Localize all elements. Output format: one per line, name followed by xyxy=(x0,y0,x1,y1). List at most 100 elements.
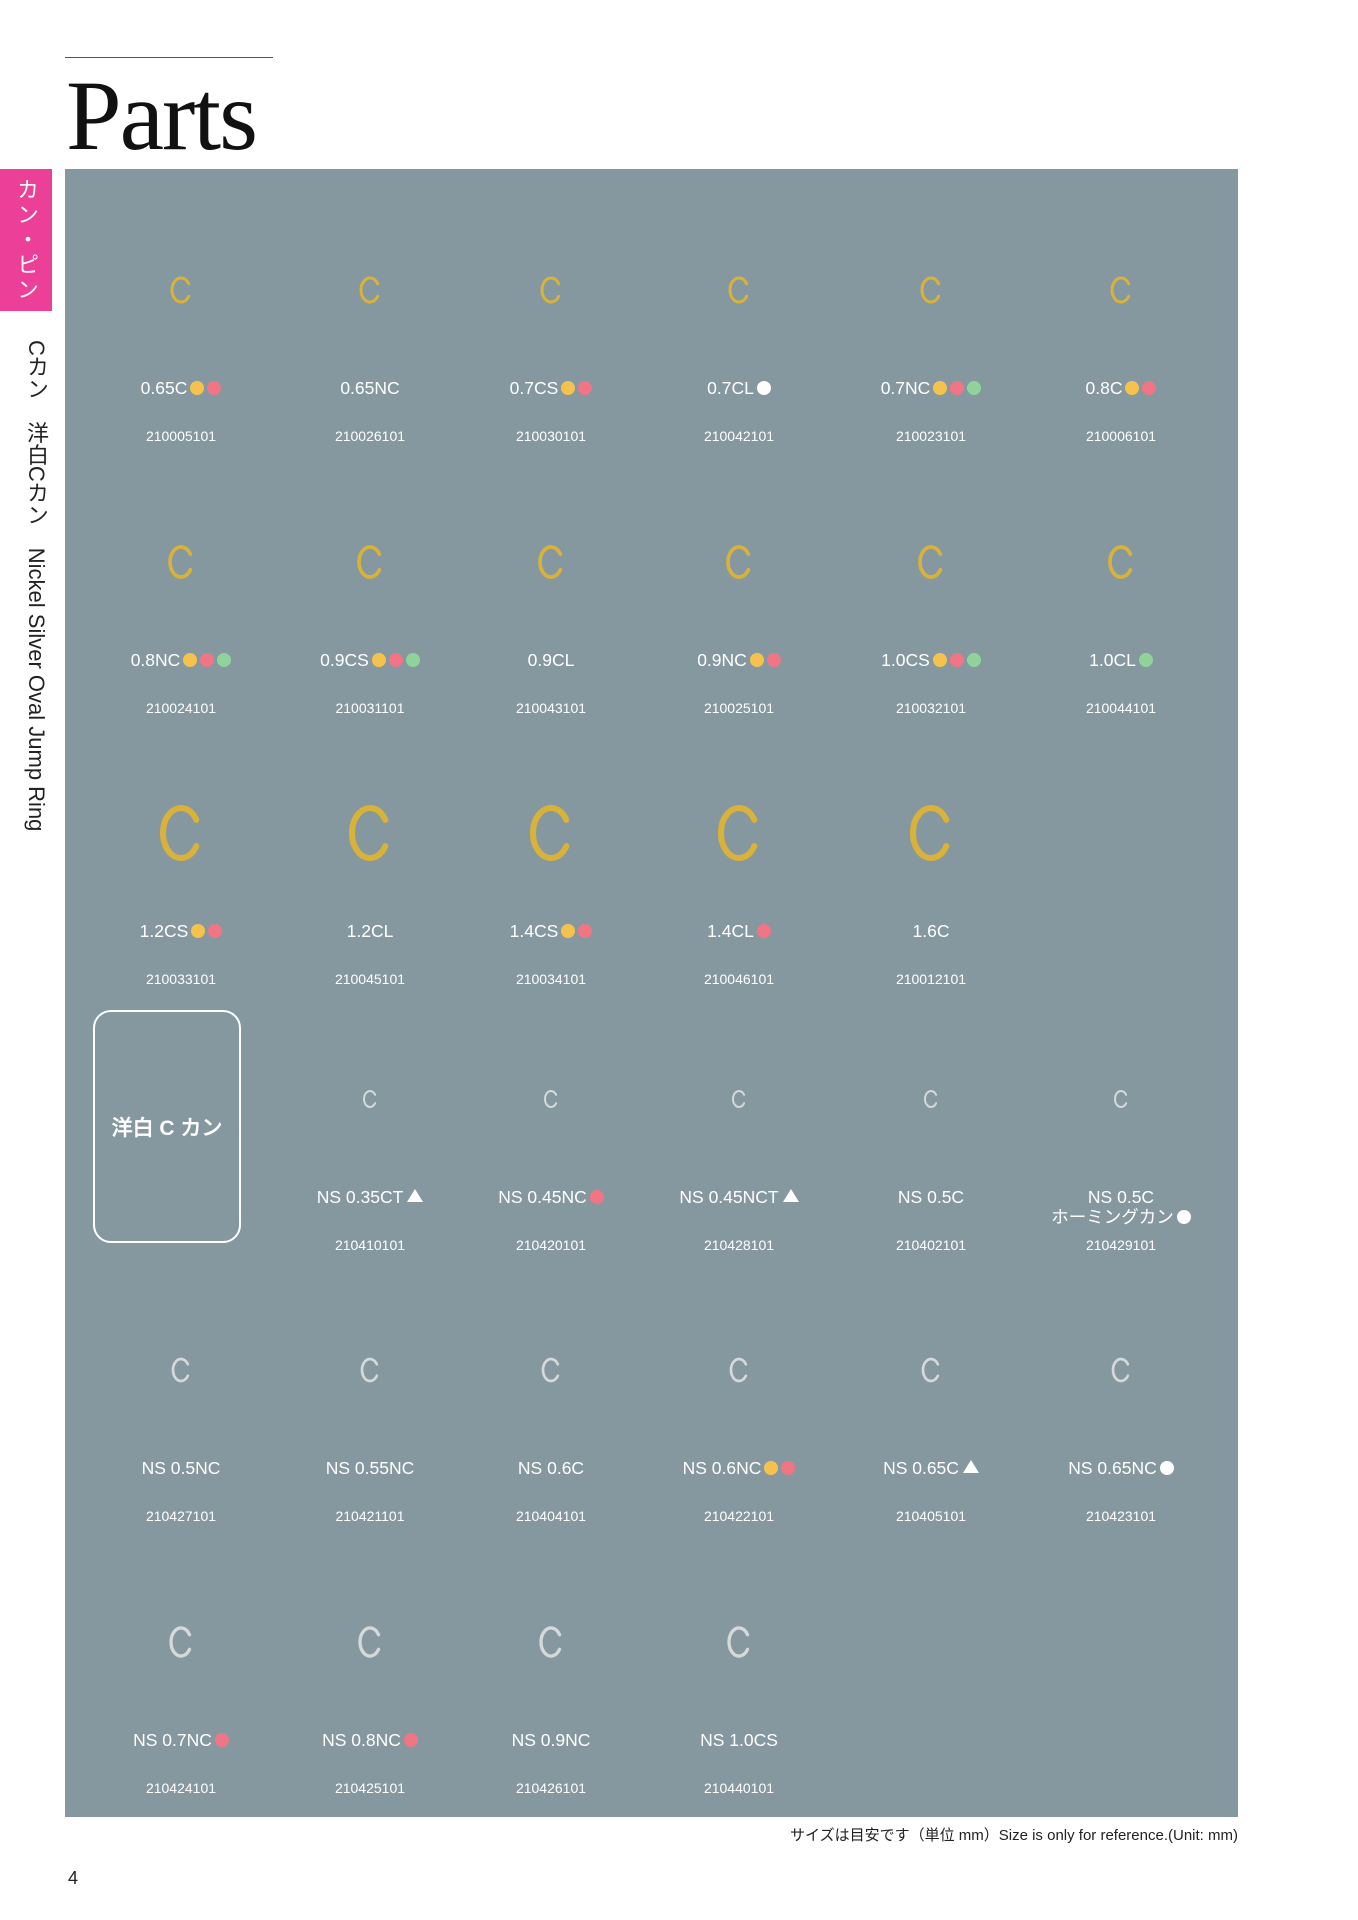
title-rule xyxy=(65,57,273,58)
ring-icon xyxy=(544,1090,558,1108)
page-number: 4 xyxy=(68,1868,79,1888)
item-label: NS 0.9NC xyxy=(456,1730,646,1750)
ring-icon xyxy=(359,276,380,304)
item-label: 0.9CS xyxy=(275,650,465,670)
item-code: 210024101 xyxy=(145,700,217,716)
item-code: 210404101 xyxy=(515,1508,587,1524)
item-code: 210429101 xyxy=(1085,1237,1157,1253)
item-name: 1.2CL xyxy=(346,921,394,941)
item-label: 1.2CS xyxy=(86,921,276,941)
ring-icon xyxy=(1111,1357,1130,1383)
item-code: 210033101 xyxy=(145,971,217,987)
item-name: 0.8NC xyxy=(130,650,181,670)
item-name: 1.6C xyxy=(912,921,950,941)
item-label: NS 0.6NC xyxy=(644,1458,834,1478)
color-dot xyxy=(371,653,386,667)
ring-icon xyxy=(360,1357,379,1383)
item-code: 210440101 xyxy=(703,1780,775,1796)
item-name: NS 0.7NC xyxy=(133,1730,212,1750)
item-label: NS 0.35CT xyxy=(275,1187,465,1207)
item-code: 210428101 xyxy=(703,1237,775,1253)
color-dot xyxy=(933,381,948,395)
item-code: 210034101 xyxy=(515,971,587,987)
item-name: 1.2CS xyxy=(139,921,189,941)
catalog-panel xyxy=(65,169,1238,1817)
color-dot xyxy=(949,653,964,667)
item-name: NS 1.0CS xyxy=(700,1730,778,1750)
item-name: NS 0.6NC xyxy=(682,1458,762,1478)
item-code: 210046101 xyxy=(703,971,775,987)
color-dot xyxy=(766,653,781,667)
item-label: 0.65NC xyxy=(275,378,465,398)
color-dot xyxy=(1176,1210,1191,1224)
item-label: NS 0.55NC xyxy=(275,1458,465,1478)
ring-icon xyxy=(910,805,950,861)
color-dot xyxy=(967,381,982,395)
item-code: 210420101 xyxy=(515,1237,587,1253)
item-label: 1.0CS xyxy=(836,650,1026,670)
item-code: 210405101 xyxy=(895,1508,967,1524)
ring-icon xyxy=(921,1357,940,1383)
color-dot xyxy=(1142,381,1157,395)
item-label: 0.7NC xyxy=(836,378,1026,398)
color-dot xyxy=(561,924,576,938)
item-name: 0.9NC xyxy=(697,650,747,670)
item-note: ホーミングカン xyxy=(1051,1207,1174,1227)
item-label: 0.7CL xyxy=(644,378,834,398)
color-dot xyxy=(756,381,771,395)
item-label: 0.9CL xyxy=(456,650,646,670)
color-dot xyxy=(966,653,981,667)
item-name: NS 0.65C xyxy=(883,1458,959,1478)
item-name: 0.9CS xyxy=(320,650,369,670)
item-label: NS 0.65C xyxy=(836,1458,1026,1478)
color-dot xyxy=(207,381,222,395)
color-dot xyxy=(1159,1461,1174,1475)
color-dot xyxy=(756,924,771,938)
item-code: 210012101 xyxy=(895,971,967,987)
item-code: 210427101 xyxy=(145,1508,217,1524)
item-label: NS 0.45NCT xyxy=(644,1187,834,1207)
color-dot xyxy=(217,653,232,667)
ring-icon xyxy=(363,1090,377,1108)
ring-icon xyxy=(729,1357,748,1383)
item-code: 210410101 xyxy=(334,1237,406,1253)
color-dot xyxy=(191,924,206,938)
ring-icon xyxy=(718,805,758,861)
color-dot xyxy=(749,653,764,667)
ring-icon xyxy=(358,1626,381,1658)
item-code: 210402101 xyxy=(895,1237,967,1253)
ring-icon xyxy=(538,545,563,579)
item-code: 210006101 xyxy=(1085,428,1157,444)
footer-note: サイズは目安です（単位 mm）Size is only for referenc… xyxy=(790,1827,1238,1844)
triangle-mark xyxy=(962,1460,979,1473)
item-name: 0.7CS xyxy=(509,378,559,398)
color-dot xyxy=(764,1461,779,1475)
color-dot xyxy=(405,653,420,667)
item-name: 1.0CS xyxy=(881,650,930,670)
item-label: 0.65C xyxy=(86,378,276,398)
item-label: NS 0.45NC xyxy=(456,1187,646,1207)
color-dot xyxy=(950,381,965,395)
item-name: NS 0.65NC xyxy=(1068,1458,1157,1478)
color-dot xyxy=(932,653,947,667)
color-dot xyxy=(578,924,593,938)
item-code: 210030101 xyxy=(515,428,587,444)
ring-icon xyxy=(539,1626,562,1658)
item-label: 0.9NC xyxy=(644,650,834,670)
color-dot xyxy=(589,1190,604,1204)
ring-icon xyxy=(170,276,191,304)
ring-icon xyxy=(924,1090,938,1108)
ring-icon xyxy=(1110,276,1131,304)
item-label: 1.6C xyxy=(836,921,1026,941)
item-code: 210005101 xyxy=(145,428,217,444)
ring-icon xyxy=(732,1090,746,1108)
item-code: 210045101 xyxy=(334,971,406,987)
color-dot xyxy=(403,1733,418,1747)
item-code: 210031101 xyxy=(335,700,405,716)
item-name: 0.8C xyxy=(1085,378,1123,398)
item-code: 210025101 xyxy=(703,700,775,716)
item-code: 210032101 xyxy=(895,700,967,716)
item-name: 0.65NC xyxy=(340,378,400,398)
